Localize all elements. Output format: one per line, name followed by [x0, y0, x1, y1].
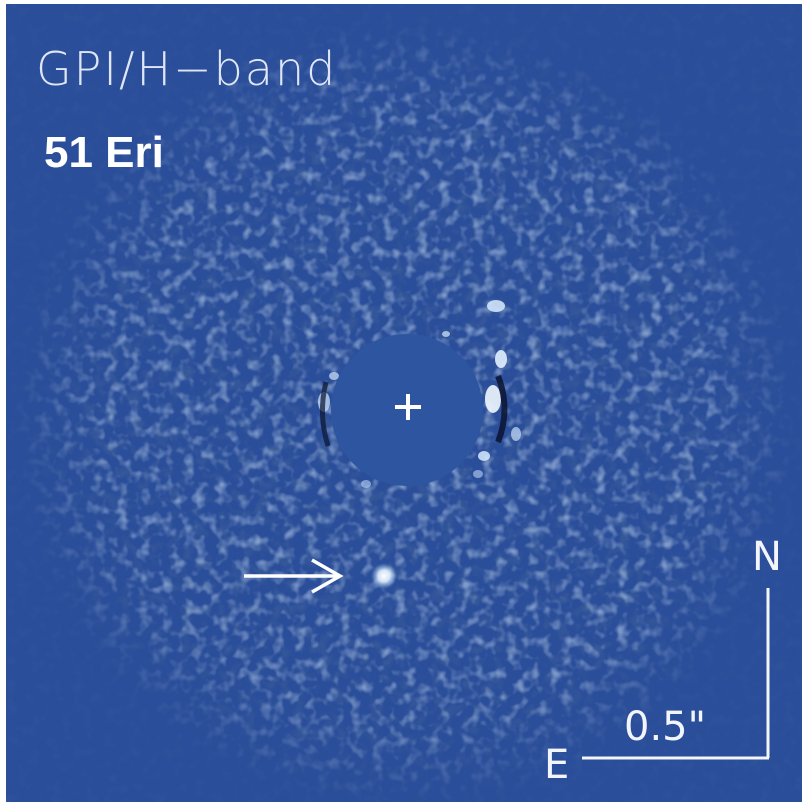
arrow-right-icon — [244, 558, 344, 594]
target-label: 51 Eri — [44, 128, 164, 177]
plus-icon — [395, 394, 421, 420]
scale-bar-label: 0.5" — [624, 704, 707, 750]
compass-lines — [582, 588, 770, 760]
image-frame: GPI/H−band 51 Eri N E 0.5" — [6, 4, 802, 802]
gpi-image — [6, 4, 802, 802]
exoplanet-point — [371, 563, 397, 589]
compass-east-label: E — [544, 742, 570, 788]
compass-north-label: N — [752, 534, 782, 580]
instrument-label: GPI/H−band — [36, 42, 338, 96]
inner-speckle-ring — [318, 300, 521, 488]
